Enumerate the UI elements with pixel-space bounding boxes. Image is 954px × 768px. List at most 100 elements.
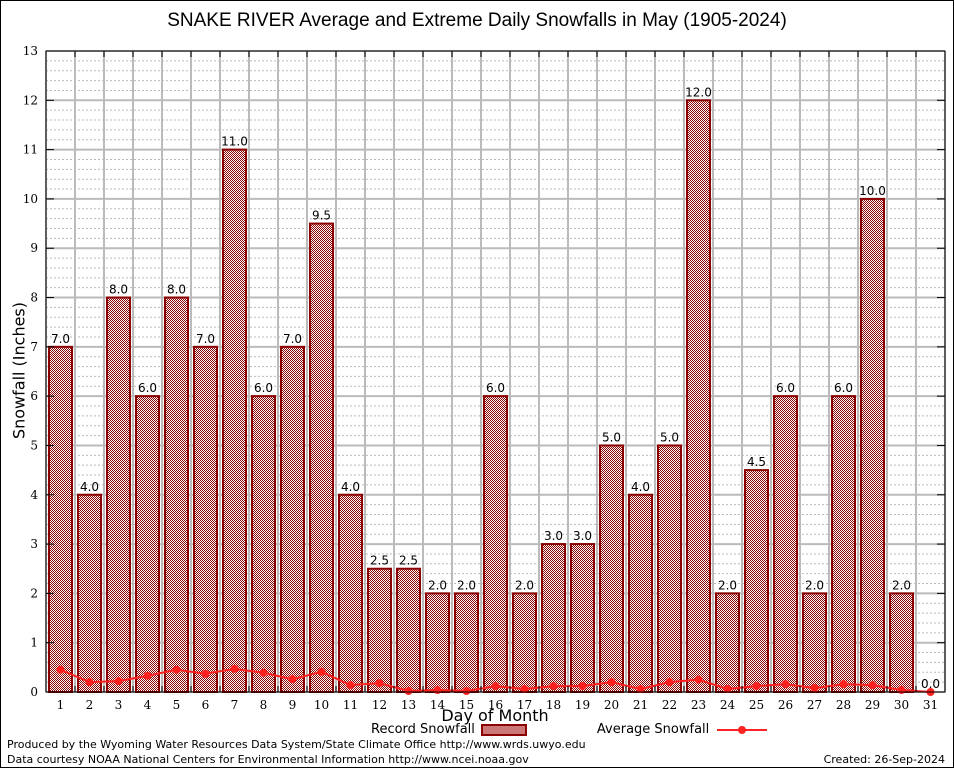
bar-day-2	[77, 493, 102, 693]
x-tick-label: 14	[430, 698, 446, 712]
average-point-day-7	[230, 664, 239, 673]
x-tick-label: 29	[865, 698, 880, 712]
average-point-day-11	[346, 681, 355, 690]
y-tick-label: 0	[30, 685, 38, 699]
bar-value-label: 6.0	[486, 381, 505, 395]
y-tick-label: 10	[23, 192, 38, 206]
bar-value-label: 6.0	[776, 381, 795, 395]
average-point-day-23	[694, 675, 703, 684]
x-tick-label: 27	[807, 698, 822, 712]
average-point-day-9	[288, 675, 297, 684]
y-tick-label: 11	[23, 143, 38, 157]
x-tick-label: 30	[894, 698, 909, 712]
bar-value-label: 2.0	[428, 578, 447, 592]
x-tick-label: 12	[372, 698, 387, 712]
chart-title: SNAKE RIVER Average and Extreme Daily Sn…	[167, 10, 787, 31]
legend-record-label: Record Snowfall	[371, 722, 475, 737]
x-tick-label: 22	[662, 698, 677, 712]
bar-day-25	[744, 469, 769, 693]
bar-day-28	[831, 395, 856, 693]
average-point-day-22	[665, 678, 674, 687]
average-point-day-6	[201, 669, 210, 678]
bar-day-6	[193, 345, 218, 693]
x-tick-label: 3	[115, 698, 123, 712]
y-tick-label: 9	[30, 241, 38, 255]
bar-day-19	[570, 543, 595, 693]
x-tick-label: 19	[575, 698, 590, 712]
y-tick-label: 2	[30, 586, 38, 600]
bar-value-label: 6.0	[254, 381, 273, 395]
x-tick-label: 8	[260, 698, 268, 712]
y-axis-label: Snowfall (Inches)	[9, 301, 29, 440]
bar-value-label: 10.0	[859, 184, 886, 198]
bar-day-12	[367, 567, 392, 694]
bar-value-label: 4.0	[631, 480, 650, 494]
bar-day-17	[512, 592, 537, 694]
x-tick-label: 18	[546, 698, 561, 712]
y-tick-label: 4	[30, 488, 38, 502]
bar-value-label: 4.5	[747, 455, 766, 469]
x-tick-label: 21	[633, 698, 648, 712]
bar-value-label: 8.0	[109, 283, 128, 297]
bar-value-label: 2.0	[892, 578, 911, 592]
x-tick-label: 2	[86, 698, 94, 712]
created-date: Created: 26-Sep-2024	[823, 753, 945, 766]
y-tick-label: 7	[30, 340, 38, 354]
bar-day-16	[483, 395, 508, 693]
bar-value-label: 6.0	[138, 381, 157, 395]
bar-day-8	[251, 395, 276, 693]
average-point-day-10	[317, 667, 326, 676]
average-point-day-13	[404, 687, 413, 696]
bar-value-label: 11.0	[221, 135, 248, 149]
bar-value-label: 2.0	[718, 578, 737, 592]
x-tick-label: 20	[604, 698, 619, 712]
x-tick-label: 13	[401, 698, 416, 712]
bar-day-15	[454, 592, 479, 694]
footer-data-courtesy: Data courtesy NOAA National Centers for …	[7, 753, 529, 766]
average-point-day-20	[607, 678, 616, 687]
average-point-day-28	[839, 680, 848, 689]
average-point-day-4	[143, 671, 152, 680]
average-point-day-27	[810, 684, 819, 693]
bar-day-27	[802, 592, 827, 694]
x-tick-label: 11	[343, 698, 358, 712]
y-tick-label: 1	[30, 636, 38, 650]
average-point-day-8	[259, 668, 268, 677]
bar-value-label: 5.0	[660, 430, 679, 444]
bars: 7.0 4.0 8.0 6.0 8.0 7.0 11.0 6.0 7.0 9.5 4.0 2.5 2.5…	[48, 85, 940, 694]
bar-day-26	[773, 395, 798, 693]
y-tick-label: 8	[30, 291, 38, 305]
bar-value-label: 9.5	[312, 209, 331, 223]
x-tick-label: 5	[173, 698, 181, 712]
y-tick-label: 5	[30, 438, 38, 452]
y-tick-label: 12	[23, 93, 38, 107]
bar-value-label: 2.0	[515, 578, 534, 592]
x-tick-label: 6	[202, 698, 210, 712]
average-point-day-14	[433, 686, 442, 695]
bar-day-30	[889, 592, 914, 694]
bar-value-label: 7.0	[196, 332, 215, 346]
bar-day-11	[338, 493, 363, 693]
bar-value-label: 3.0	[544, 529, 563, 543]
x-axis-label: Day of Month	[441, 706, 549, 725]
x-tick-label: 26	[778, 698, 793, 712]
x-tick-label: 17	[517, 698, 532, 712]
bar-day-10	[309, 222, 334, 693]
average-point-day-5	[172, 665, 181, 674]
average-point-day-12	[375, 679, 384, 688]
legend: Record Snowfall Average Snowfall	[371, 722, 768, 737]
bar-value-label: 4.0	[341, 480, 360, 494]
bar-day-5	[164, 296, 189, 693]
bar-day-14	[425, 592, 450, 694]
bar-value-label: 8.0	[167, 283, 186, 297]
average-point-day-15	[462, 687, 471, 696]
x-tick-label: 16	[488, 698, 503, 712]
y-tick-label: 13	[23, 44, 38, 58]
x-tick-label: 7	[231, 698, 239, 712]
bar-value-label: 7.0	[51, 332, 70, 346]
average-point-day-25	[752, 682, 761, 691]
bar-day-4	[135, 395, 160, 693]
x-tick-label: 4	[144, 698, 152, 712]
bar-day-1	[48, 345, 73, 693]
